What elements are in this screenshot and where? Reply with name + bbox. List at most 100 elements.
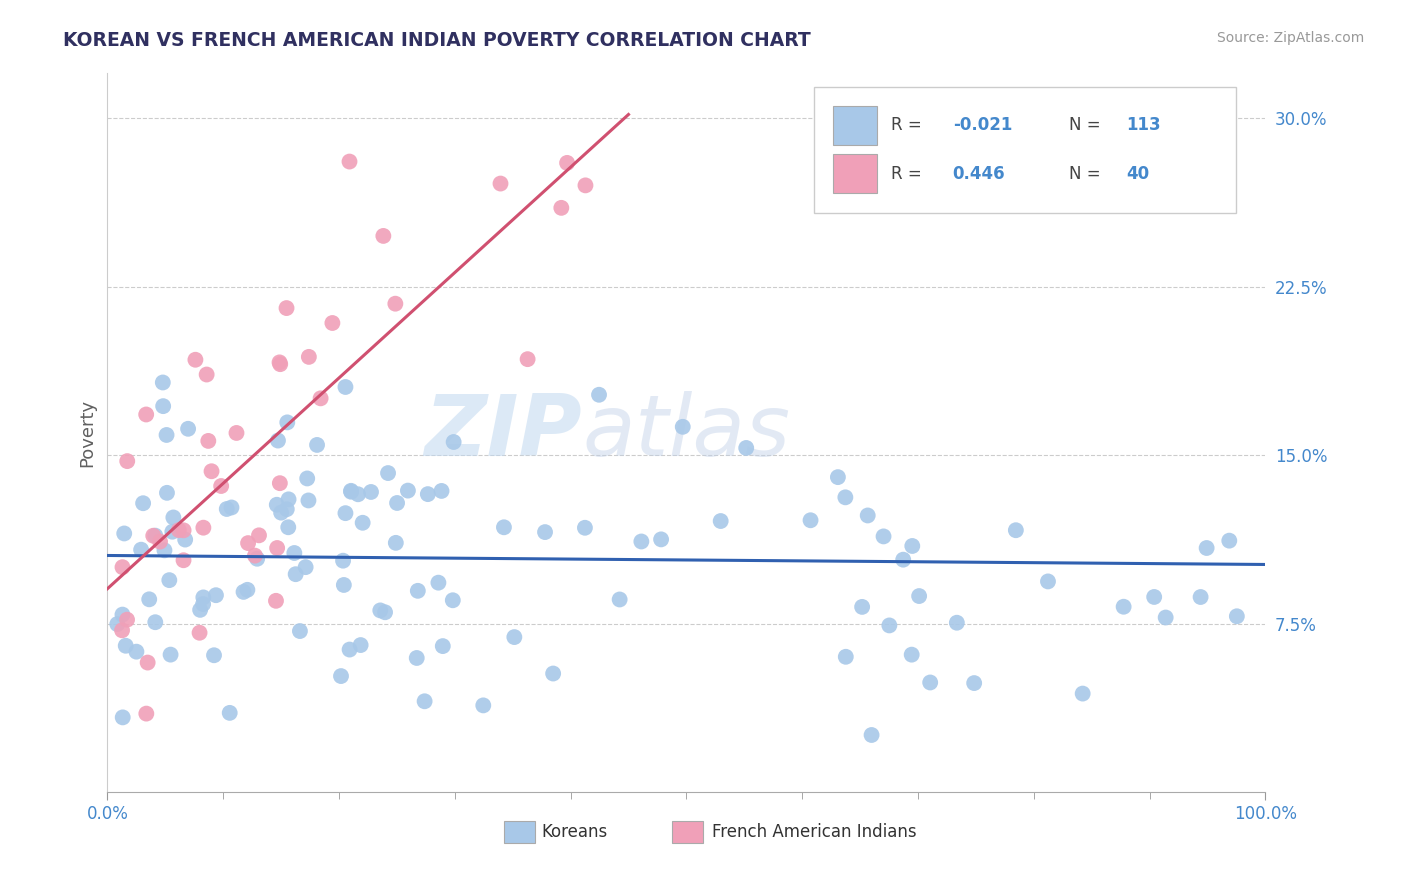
- Point: [111, 607, 134, 622]
- Point: [349, 638, 371, 652]
- Bar: [834, 154, 877, 194]
- Point: [297, 493, 319, 508]
- Point: [177, 422, 200, 436]
- Point: [135, 706, 157, 721]
- Point: [1005, 523, 1028, 537]
- Point: [710, 514, 733, 528]
- Point: [630, 534, 652, 549]
- Point: [157, 573, 180, 587]
- Point: [277, 492, 299, 507]
- Point: [246, 551, 269, 566]
- Point: [209, 479, 232, 493]
- Text: atlas: atlas: [582, 391, 790, 475]
- Point: [374, 605, 396, 619]
- Point: [162, 510, 184, 524]
- Point: [735, 441, 758, 455]
- Point: [835, 649, 858, 664]
- Point: [901, 539, 924, 553]
- Text: Source: ZipAtlas.com: Source: ZipAtlas.com: [1216, 31, 1364, 45]
- Text: Koreans: Koreans: [541, 823, 607, 841]
- Point: [243, 549, 266, 563]
- Point: [284, 567, 307, 582]
- Point: [149, 534, 172, 549]
- Point: [269, 357, 291, 371]
- Point: [340, 483, 363, 498]
- Point: [650, 533, 672, 547]
- Point: [335, 506, 357, 520]
- Point: [111, 624, 134, 638]
- Point: [377, 466, 399, 480]
- Point: [472, 698, 495, 713]
- Point: [413, 694, 436, 708]
- Point: [416, 487, 439, 501]
- Point: [173, 553, 195, 567]
- Point: [155, 428, 177, 442]
- Point: [215, 502, 238, 516]
- Point: [174, 533, 197, 547]
- Point: [193, 521, 215, 535]
- Point: [427, 575, 450, 590]
- Point: [609, 592, 631, 607]
- Point: [188, 625, 211, 640]
- Point: [672, 419, 695, 434]
- Point: [920, 675, 942, 690]
- Point: [352, 516, 374, 530]
- Point: [860, 728, 883, 742]
- Point: [1218, 533, 1240, 548]
- Point: [143, 529, 166, 543]
- Point: [167, 523, 190, 537]
- Point: [430, 483, 453, 498]
- Point: [1195, 541, 1218, 555]
- Point: [396, 483, 419, 498]
- Point: [115, 454, 138, 468]
- Point: [432, 639, 454, 653]
- Point: [330, 669, 353, 683]
- Text: French American Indians: French American Indians: [711, 823, 917, 841]
- Point: [269, 355, 291, 369]
- Point: [276, 502, 298, 516]
- Point: [879, 618, 901, 632]
- Point: [195, 368, 218, 382]
- Point: [1154, 610, 1177, 624]
- Text: R =: R =: [891, 117, 928, 135]
- Point: [136, 656, 159, 670]
- Point: [1112, 599, 1135, 614]
- Point: [277, 520, 299, 534]
- Point: [1143, 590, 1166, 604]
- Point: [588, 388, 610, 402]
- Point: [188, 603, 211, 617]
- Point: [114, 639, 136, 653]
- Point: [339, 154, 361, 169]
- Point: [534, 525, 557, 540]
- Text: -0.021: -0.021: [953, 117, 1012, 135]
- Point: [834, 491, 856, 505]
- Point: [1036, 574, 1059, 589]
- Point: [368, 603, 391, 617]
- Point: [129, 542, 152, 557]
- Point: [827, 470, 849, 484]
- Point: [112, 526, 135, 541]
- Point: [218, 706, 240, 720]
- Point: [1071, 687, 1094, 701]
- Point: [269, 476, 291, 491]
- Point: [332, 554, 354, 568]
- Point: [851, 599, 873, 614]
- Point: [232, 585, 254, 599]
- Point: [492, 520, 515, 534]
- Point: [385, 536, 408, 550]
- Point: [138, 592, 160, 607]
- Point: [225, 425, 247, 440]
- Text: 113: 113: [1126, 117, 1161, 135]
- Point: [516, 352, 538, 367]
- Text: R =: R =: [891, 165, 928, 183]
- Point: [339, 642, 361, 657]
- Point: [872, 529, 894, 543]
- Point: [900, 648, 922, 662]
- Point: [221, 500, 243, 515]
- Point: [333, 578, 356, 592]
- Point: [294, 560, 316, 574]
- Point: [443, 435, 465, 450]
- Text: N =: N =: [1069, 117, 1105, 135]
- Point: [142, 529, 165, 543]
- Point: [276, 416, 298, 430]
